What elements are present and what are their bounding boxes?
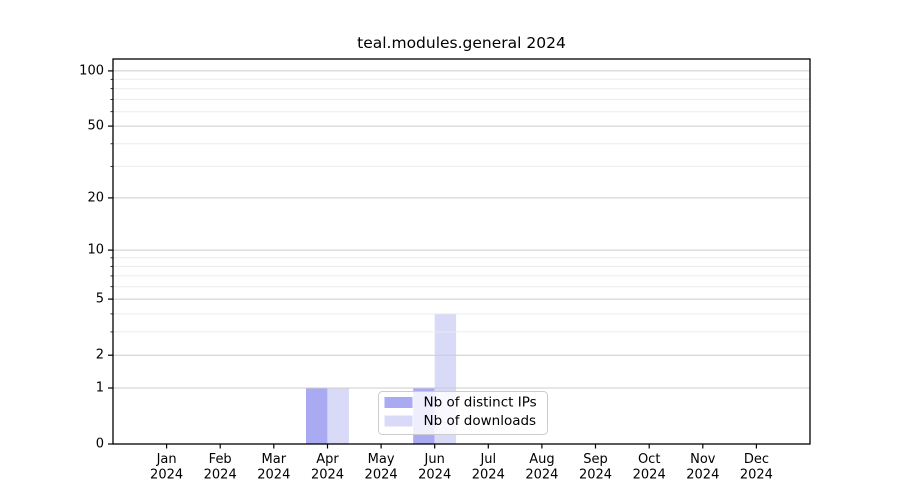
bar-nb-of-downloads-apr-2024 <box>327 388 349 444</box>
legend-swatch-nb-of-distinct-ips <box>384 397 413 408</box>
x-tick-label-oct-2024: Oct 2024 <box>633 452 666 483</box>
x-tick-label-nov-2024: Nov 2024 <box>686 452 719 483</box>
y-tick-label: 100 <box>79 63 104 78</box>
chart-title: teal.modules.general 2024 <box>357 34 566 52</box>
x-tick-label-mar-2024: Mar 2024 <box>257 452 290 483</box>
legend-swatch-nb-of-downloads <box>384 415 413 427</box>
x-tick-label-aug-2024: Aug 2024 <box>525 452 558 483</box>
y-tick-label: 10 <box>87 243 104 258</box>
x-tick-label-may-2024: May 2024 <box>365 452 398 483</box>
legend-box <box>378 391 548 435</box>
legend-label-nb-of-downloads: Nb of downloads <box>424 413 537 429</box>
x-tick-label-apr-2024: Apr 2024 <box>311 452 344 483</box>
x-tick-label-dec-2024: Dec 2024 <box>740 452 773 483</box>
y-tick-label: 20 <box>87 190 104 205</box>
y-tick-label: 5 <box>96 292 104 307</box>
x-tick-label-sep-2024: Sep 2024 <box>579 452 612 483</box>
y-tick-label: 2 <box>96 348 104 363</box>
x-tick-label-jul-2024: Jul 2024 <box>472 452 505 483</box>
y-tick-label: 0 <box>96 437 104 452</box>
x-tick-label-feb-2024: Feb 2024 <box>204 452 237 483</box>
axis-spines <box>112 58 811 445</box>
bar-nb-of-distinct-ips-apr-2024 <box>306 388 328 444</box>
legend-label-nb-of-distinct-ips: Nb of distinct IPs <box>424 395 537 411</box>
x-tick-label-jan-2024: Jan 2024 <box>150 452 183 483</box>
x-tick-label-jun-2024: Jun 2024 <box>418 452 451 483</box>
y-tick-label: 50 <box>87 119 104 134</box>
y-tick-label: 1 <box>96 381 104 396</box>
